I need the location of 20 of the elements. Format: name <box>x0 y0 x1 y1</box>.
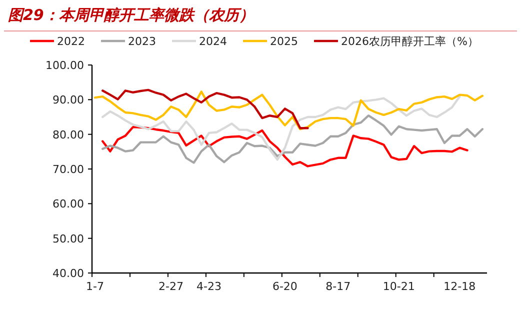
x-tick-label: 10-21 <box>382 280 415 293</box>
y-tick-label: 60.00 <box>52 198 84 211</box>
legend-label: 2022 <box>57 35 85 48</box>
y-tick-label: 50.00 <box>52 232 84 246</box>
x-tick-label: 4-23 <box>196 280 222 293</box>
x-tick-label: 2-27 <box>158 280 184 293</box>
x-tick-label: 8-17 <box>326 280 351 293</box>
y-tick-label: 70.00 <box>52 163 84 176</box>
legend-label: 2026农历甲醇开工率（%） <box>341 35 478 48</box>
x-tick-label: 12-18 <box>444 280 476 293</box>
y-tick-label: 100.00 <box>46 59 84 72</box>
x-tick-label: 6-20 <box>272 280 298 293</box>
x-tick-label: 1-7 <box>86 280 104 293</box>
y-tick-label: 90.00 <box>52 94 84 107</box>
chart-title: 图29：本周甲醇开工率微跌（农历） <box>8 6 254 24</box>
legend-label: 2024 <box>199 35 227 48</box>
y-tick-label: 40.00 <box>52 267 84 280</box>
y-tick-label: 80.00 <box>52 128 84 142</box>
legend-label: 2025 <box>270 35 298 48</box>
legend-label: 2023 <box>128 35 156 48</box>
